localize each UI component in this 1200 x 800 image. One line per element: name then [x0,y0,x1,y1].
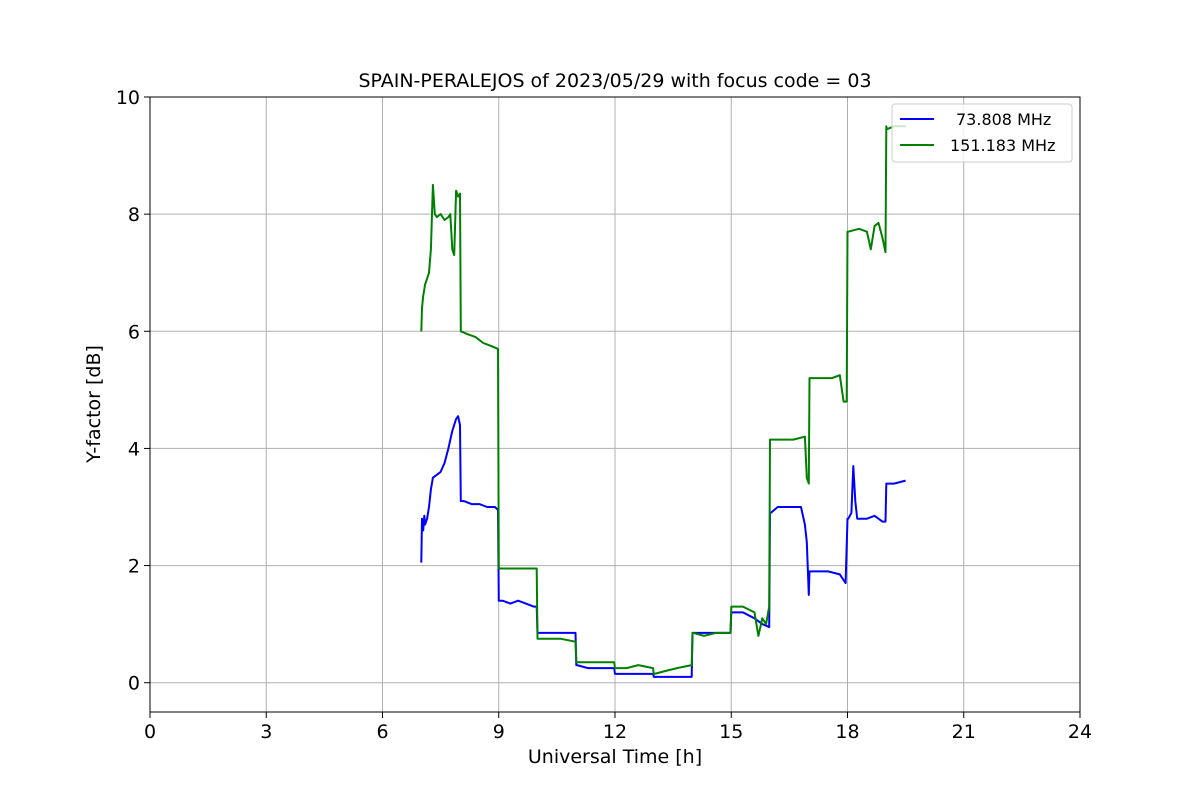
x-tick-label: 6 [376,721,388,743]
x-tick-label: 21 [952,721,976,743]
y-tick-label: 8 [128,204,140,226]
y-tick-label: 2 [128,556,140,578]
x-tick-label: 12 [603,721,627,743]
x-axis-label: Universal Time [h] [528,746,702,768]
x-tick-label: 3 [260,721,272,743]
y-tick-label: 10 [116,87,140,109]
grid [149,96,1081,712]
y-tick-label: 0 [128,673,140,695]
x-tick-label: 9 [493,721,505,743]
y-tick-label: 4 [128,438,140,460]
y-axis-label: Y-factor [dB] [83,345,105,464]
legend-label-series-1: 73.808 MHz [956,110,1051,129]
legend-label-series-2: 151.183 MHz [950,136,1055,155]
chart-title: SPAIN-PERALEJOS of 2023/05/29 with focus… [358,70,871,92]
x-tick-label: 15 [719,721,743,743]
y-tick-label: 6 [128,321,140,343]
legend: 73.808 MHz 151.183 MHz [891,103,1073,163]
x-tick-label: 18 [835,721,859,743]
series-lines [420,125,906,678]
series-line-1 [420,415,906,678]
x-tick-label: 0 [144,721,156,743]
x-tick-label: 24 [1068,721,1092,743]
legend-box [891,103,1073,163]
series-line-2 [420,125,906,675]
